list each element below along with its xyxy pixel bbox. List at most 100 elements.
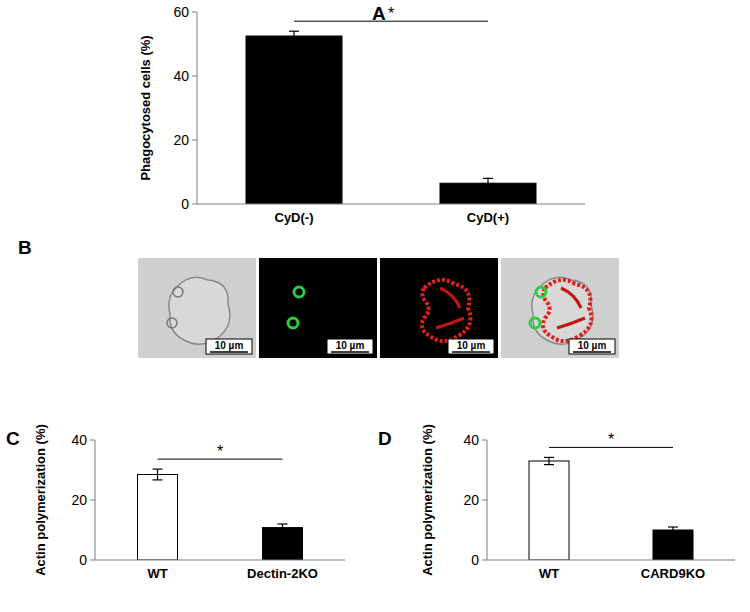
- error-cap: [668, 532, 678, 533]
- y-tick: [90, 560, 95, 561]
- error-stem: [672, 527, 673, 533]
- error-cap: [289, 40, 299, 41]
- image-background: [138, 258, 256, 358]
- actin-stain: [557, 288, 585, 328]
- y-tick: [192, 140, 197, 141]
- bead: [536, 287, 546, 297]
- scale-bar: [452, 351, 490, 353]
- scale-bar-label: 10 µm: [215, 340, 244, 351]
- cell-outline: [532, 277, 593, 344]
- y-tick-label: 0: [79, 552, 87, 568]
- scale-bar-label: 10 µm: [336, 340, 365, 351]
- actin-stain: [543, 280, 591, 341]
- bead: [530, 318, 540, 328]
- cell-outline: [169, 277, 230, 344]
- y-tick: [482, 560, 487, 561]
- error-stem: [293, 31, 294, 41]
- scale-bar-box: [327, 339, 373, 354]
- error-stem: [157, 469, 158, 480]
- x-tick-label: CyD(+): [467, 210, 509, 225]
- panel-label: D: [378, 428, 392, 449]
- x-tick-label: CyD(-): [275, 210, 314, 225]
- error-cap: [544, 464, 554, 465]
- figure: APhagocytosed cells (%)0204060CyD(-)CyD(…: [0, 0, 750, 612]
- y-axis: [197, 12, 198, 204]
- y-axis-label: Actin polymerization (%): [420, 424, 435, 576]
- y-tick: [192, 12, 197, 13]
- y-tick: [192, 204, 197, 205]
- bar: [653, 530, 693, 560]
- green-bead: [288, 318, 298, 328]
- error-bar: [153, 469, 163, 480]
- scale-bar: [210, 351, 248, 353]
- bar: [529, 461, 569, 560]
- error-bar: [544, 457, 554, 464]
- chart: C Actin polymerization (%) 0 20 40 WT Dectin-2…: [6, 424, 345, 581]
- bar: [246, 36, 342, 204]
- y-tick-label: 0: [181, 196, 189, 212]
- significance-label: *: [217, 443, 223, 460]
- error-stem: [548, 457, 549, 464]
- error-cap: [289, 31, 299, 32]
- scale-bar-box: [569, 339, 615, 354]
- x-tick-label: WT: [147, 566, 167, 581]
- actin-stain: [436, 288, 464, 328]
- green-bead: [530, 318, 540, 328]
- y-tick: [482, 500, 487, 501]
- image-background: [501, 258, 619, 358]
- y-tick-label: 40: [463, 432, 479, 448]
- error-bar: [278, 524, 288, 531]
- bead: [167, 318, 177, 328]
- significance-label: *: [388, 5, 394, 22]
- y-tick-label: 20: [71, 492, 87, 508]
- bars: [138, 469, 303, 560]
- panel-label: C: [6, 428, 20, 449]
- x-axis: [487, 560, 735, 561]
- bars: [529, 457, 693, 560]
- scale-bar-label: 10 µm: [578, 340, 607, 351]
- green-bead: [536, 287, 546, 297]
- micrograph: 10 µm: [259, 258, 377, 358]
- error-bar: [289, 31, 299, 41]
- micrograph: 10 µm: [380, 258, 498, 358]
- image-background: [259, 258, 377, 358]
- y-axis-label: Phagocytosed cells (%): [138, 35, 153, 180]
- green-bead: [294, 287, 304, 297]
- y-tick: [192, 76, 197, 77]
- image-background: [380, 258, 498, 358]
- x-axis: [197, 204, 585, 205]
- y-tick-label: 20: [173, 132, 189, 148]
- bars: [246, 31, 536, 204]
- scale-bar-box: [448, 339, 494, 354]
- error-bar: [483, 178, 493, 188]
- panel-label: B: [18, 237, 32, 258]
- y-tick-label: 20: [463, 492, 479, 508]
- error-cap: [544, 457, 554, 458]
- y-tick-label: 40: [71, 432, 87, 448]
- error-cap: [278, 531, 288, 532]
- y-tick: [90, 500, 95, 501]
- scale-bar: [331, 351, 369, 353]
- error-cap: [153, 479, 163, 480]
- y-tick-label: 40: [173, 68, 189, 84]
- bar: [138, 475, 178, 561]
- y-tick: [482, 440, 487, 441]
- y-tick-label: 0: [471, 552, 479, 568]
- chart: APhagocytosed cells (%)0204060CyD(-)CyD(…: [138, 3, 585, 225]
- significance-label: *: [608, 431, 614, 448]
- chart: DActin polymerization (%)02040WTCARD9KO*: [378, 424, 735, 581]
- error-stem: [282, 524, 283, 531]
- image-panel: B 10 µm 10 µm 10 µm 10 µm: [18, 237, 619, 358]
- micrograph: 10 µm: [501, 258, 619, 358]
- y-tick-label: 60: [173, 4, 189, 20]
- error-cap: [668, 526, 678, 527]
- actin-stain: [422, 280, 470, 341]
- y-axis-label: Actin polymerization (%): [33, 424, 48, 576]
- error-cap: [278, 523, 288, 524]
- x-tick-label: WT: [539, 566, 559, 581]
- x-tick-label: Dectin-2KO: [247, 566, 318, 581]
- scale-bar: [573, 351, 611, 353]
- bead: [173, 287, 183, 297]
- scale-bar-label: 10 µm: [457, 340, 486, 351]
- error-stem: [487, 178, 488, 188]
